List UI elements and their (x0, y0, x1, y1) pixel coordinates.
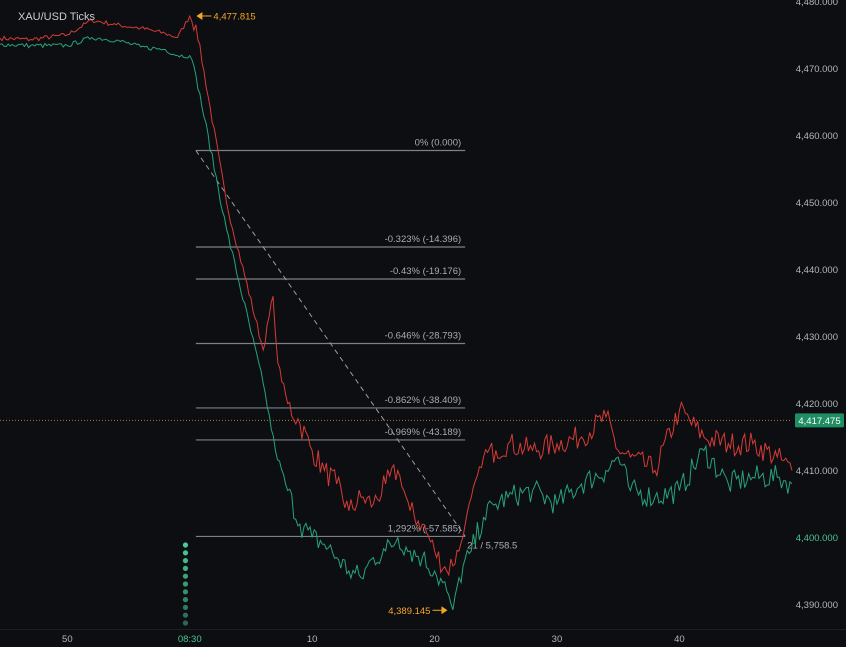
price-axis[interactable]: 4,480.000 4,470.000 4,460.000 4,450.000 4,44… (793, 0, 846, 647)
time-axis[interactable]: 50 08:30 10 20 30 40 (0, 629, 846, 646)
activity-dot (182, 620, 189, 626)
activity-dot (182, 589, 189, 595)
fib-level-label: -0.323% (-14.396) (385, 234, 462, 245)
series-line-ask (0, 14, 793, 577)
time-tick-label: 10 (307, 634, 318, 645)
time-tick-label: 30 (552, 634, 563, 645)
time-tick-label: 20 (429, 634, 440, 645)
fib-retracement-tool[interactable]: 0% (0.000) -0.323% (-14.396) -0.43% (-19.1… (195, 137, 517, 551)
high-price-label: 4,477.815 (213, 11, 255, 22)
current-price-label: 4,417.475 (798, 416, 840, 427)
activity-dot (182, 542, 189, 548)
price-tick-label: 4,440.000 (796, 265, 838, 276)
price-tick-label: 4,450.000 (796, 198, 838, 209)
activity-dot (182, 581, 189, 587)
annotation-marker (441, 606, 448, 615)
activity-dot (182, 565, 189, 572)
price-tick-label: 4,460.000 (796, 131, 838, 142)
fib-level-label: 1,292% (-57.585) (388, 523, 461, 534)
chart-title: XAU/USD Ticks (18, 11, 96, 23)
annotation-layer: 4,477.815 4,389.145 (196, 11, 448, 617)
price-tick-label: 4,400.000 (796, 533, 838, 544)
measure-label: 21 / 5,758.5 (467, 540, 517, 551)
fib-level-label: -0.862% (-38.409) (385, 395, 462, 406)
activity-dot (182, 558, 189, 564)
activity-dot (182, 550, 189, 556)
series-line-bid (0, 36, 793, 611)
current-price-badge (795, 413, 844, 428)
fib-trend-line[interactable] (195, 150, 466, 537)
fib-level-label: 0% (0.000) (415, 137, 461, 148)
fib-level-label: -0.646% (-28.793) (385, 330, 462, 341)
price-tick-label: 4,480.000 (796, 0, 838, 8)
annotation-marker (196, 11, 203, 20)
activity-dot (182, 573, 189, 579)
fib-level-label: -0.969% (-43.189) (385, 427, 462, 438)
activity-dot (182, 604, 189, 611)
price-tick-label: 4,430.000 (796, 332, 838, 343)
activity-dot (182, 612, 189, 618)
price-axis-background (793, 0, 846, 647)
activity-dot (182, 597, 189, 603)
price-tick-label: 4,470.000 (796, 64, 838, 75)
series-layer (0, 14, 793, 611)
tick-activity-dots (182, 542, 189, 626)
price-tick-label: 4,420.000 (796, 399, 838, 410)
time-tick-label: 08:30 (178, 634, 202, 645)
low-price-label: 4,389.145 (388, 606, 430, 617)
price-tick-label: 4,410.000 (796, 466, 838, 477)
time-tick-label: 50 (62, 634, 73, 645)
fib-level-label: -0.43% (-19.176) (390, 266, 461, 277)
time-tick-label: 40 (674, 634, 685, 645)
price-tick-label: 4,390.000 (796, 600, 838, 611)
